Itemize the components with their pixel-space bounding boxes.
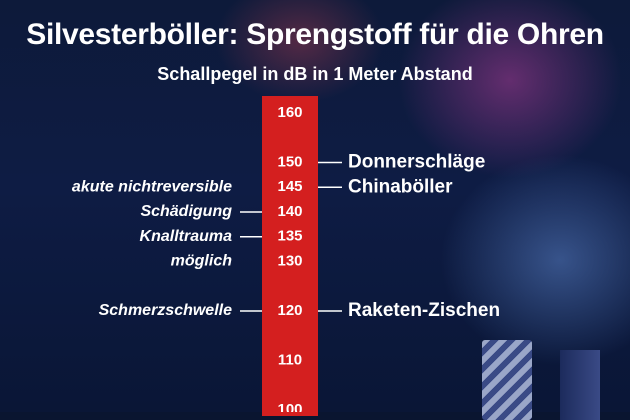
tick-label-145: 145: [277, 178, 302, 195]
tick-label-150: 150: [277, 153, 302, 170]
annotation-label: Raketen-Zischen: [348, 300, 500, 321]
tick-label-120: 120: [277, 302, 302, 319]
rocket-graphic: [560, 350, 600, 420]
annotation-label: möglich: [171, 253, 233, 270]
chart-subtitle: Schallpegel in dB in 1 Meter Abstand: [157, 64, 473, 84]
annotation-label: Donnerschläge: [348, 152, 485, 173]
tick-label-130: 130: [277, 252, 302, 269]
annotation-label: Knalltrauma: [140, 228, 233, 245]
tick-label-140: 140: [277, 203, 302, 220]
annotation-label: Schädigung: [140, 203, 232, 220]
tick-label-135: 135: [277, 228, 302, 245]
decibel-scale-bar: [262, 96, 318, 416]
chart-title: Silvesterböller: Sprengstoff für die Ohr…: [26, 18, 604, 51]
rocket-graphic: [482, 340, 532, 420]
tick-label-160: 160: [277, 104, 302, 121]
tick-label-100: 100: [277, 401, 302, 412]
annotation-label: Schmerzschwelle: [99, 302, 233, 319]
annotation-label: Chinaböller: [348, 176, 453, 197]
annotation-label: akute nichtreversible: [72, 178, 232, 195]
tick-label-110: 110: [278, 351, 302, 368]
